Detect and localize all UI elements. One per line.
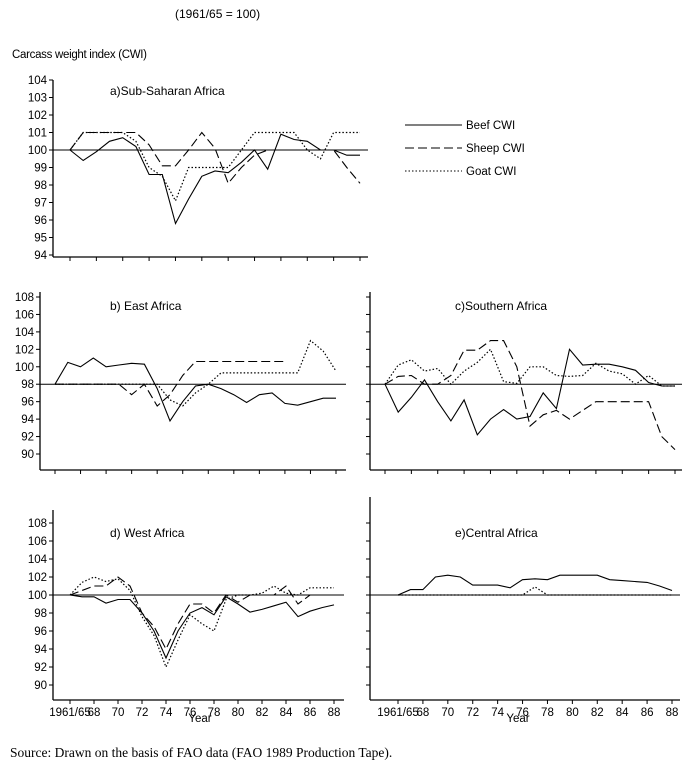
x-tick-label: 72 — [466, 707, 479, 719]
series-line-beef-cwi — [54, 357, 336, 423]
series-line-beef-cwi — [69, 133, 360, 225]
y-tick-label: 90 — [21, 449, 34, 461]
y-tick-label: 108 — [28, 518, 47, 530]
y-tick-label: 100 — [15, 362, 34, 374]
x-tick-label: 88 — [666, 707, 679, 719]
series-line-sheep-cwi — [69, 576, 334, 651]
y-tick-label: 92 — [34, 662, 47, 674]
x-tick-label: 84 — [280, 707, 293, 719]
x-tick-label: 86 — [641, 707, 654, 719]
y-tick-label: 104 — [28, 554, 48, 566]
y-tick-label: 92 — [21, 432, 34, 444]
y-tick-label: 103 — [28, 93, 47, 105]
legend-label: Sheep CWI — [466, 143, 525, 155]
series-line-sheep-cwi — [384, 340, 676, 450]
y-tick-label: 97 — [34, 198, 47, 210]
panel-a: 94 95 96 97 98 99 100 101 102 103 104 a)Sub-Saharan… — [28, 75, 368, 262]
y-tick-label: 99 — [34, 163, 47, 175]
y-tick-label: 104 — [15, 327, 35, 339]
y-tick-label: 98 — [34, 608, 47, 620]
y-tick-label: 101 — [28, 128, 47, 140]
panel-title: c)Southern Africa — [455, 299, 547, 313]
panel-b: 90 92 94 96 98 100 102 104 106 108 b) East Africa — [15, 292, 346, 474]
legend-label: Goat CWI — [466, 166, 516, 178]
y-tick-label: 94 — [34, 250, 47, 262]
y-tick-label: 100 — [28, 590, 47, 602]
x-tick-label: 78 — [208, 707, 221, 719]
x-tick-label: 70 — [112, 707, 125, 719]
y-tick-label: 98 — [34, 180, 47, 192]
y-tick-label: 102 — [28, 110, 47, 122]
y-tick-label: 98 — [21, 379, 34, 391]
figure-subtitle: (1961/65 = 100) — [175, 7, 261, 21]
y-tick-label: 108 — [15, 292, 34, 304]
y-tick-label: 96 — [34, 215, 47, 227]
y-tick-label: 100 — [28, 145, 47, 157]
x-tick-label: 76 — [516, 707, 529, 719]
y-tick-label: 104 — [28, 75, 48, 87]
source-note: Source: Drawn on the basis of FAO data (… — [10, 745, 393, 760]
x-tick-label: 86 — [304, 707, 317, 719]
panel-title: d) West Africa — [110, 526, 185, 540]
y-tick-label: 102 — [15, 344, 34, 356]
y-tick-label: 96 — [34, 626, 47, 638]
legend-label: Beef CWI — [466, 120, 515, 132]
x-tick-label: 68 — [417, 707, 430, 719]
series-line-beef-cwi — [397, 574, 673, 596]
y-tick-label: 102 — [28, 572, 47, 584]
x-tick-label: 70 — [441, 707, 454, 719]
y-tick-label: 90 — [34, 680, 47, 692]
x-axis-title: Year — [188, 713, 211, 725]
series-line-goat-cwi — [55, 339, 337, 407]
x-tick-label: 84 — [616, 707, 629, 719]
y-tick-label: 95 — [34, 233, 47, 245]
panel-c: c)Southern Africa — [366, 292, 682, 474]
x-tick-label: 88 — [328, 707, 341, 719]
x-tick-label: 80 — [566, 707, 579, 719]
x-tick-label: 80 — [232, 707, 245, 719]
x-tick-label: 68 — [88, 707, 101, 719]
panel-title: a)Sub-Saharan Africa — [110, 84, 225, 98]
legend: Beef CWI Sheep CWI Goat CWI — [405, 120, 525, 178]
x-tick-label: 82 — [256, 707, 269, 719]
x-tick-label: 78 — [541, 707, 554, 719]
y-tick-label: 96 — [21, 397, 34, 409]
x-tick-label: 1961/65 — [49, 707, 91, 719]
x-tick-label: 1961/65 — [377, 707, 419, 719]
series-line-goat-cwi — [69, 576, 334, 669]
series-line-goat-cwi — [69, 131, 360, 203]
x-axis-title: Year — [506, 713, 529, 725]
x-tick-label: 74 — [491, 707, 504, 719]
panel-title: e)Central Africa — [455, 526, 538, 540]
y-tick-label: 94 — [21, 414, 34, 426]
series-line-goat-cwi — [398, 586, 672, 596]
x-tick-label: 72 — [136, 707, 149, 719]
y-tick-label: 94 — [34, 644, 47, 656]
y-tick-label: 106 — [15, 309, 34, 321]
series-line-beef-cwi — [69, 594, 335, 660]
x-tick-label: 74 — [160, 707, 173, 719]
x-tick-label: 82 — [591, 707, 604, 719]
y-tick-label: 106 — [28, 536, 47, 548]
panel-title: b) East Africa — [110, 299, 182, 313]
series-line-goat-cwi — [384, 348, 675, 387]
y-axis-label: Carcass weight index (CWI) — [12, 49, 147, 61]
x-tick-label: 76 — [184, 707, 197, 719]
series-line-beef-cwi — [384, 348, 675, 436]
